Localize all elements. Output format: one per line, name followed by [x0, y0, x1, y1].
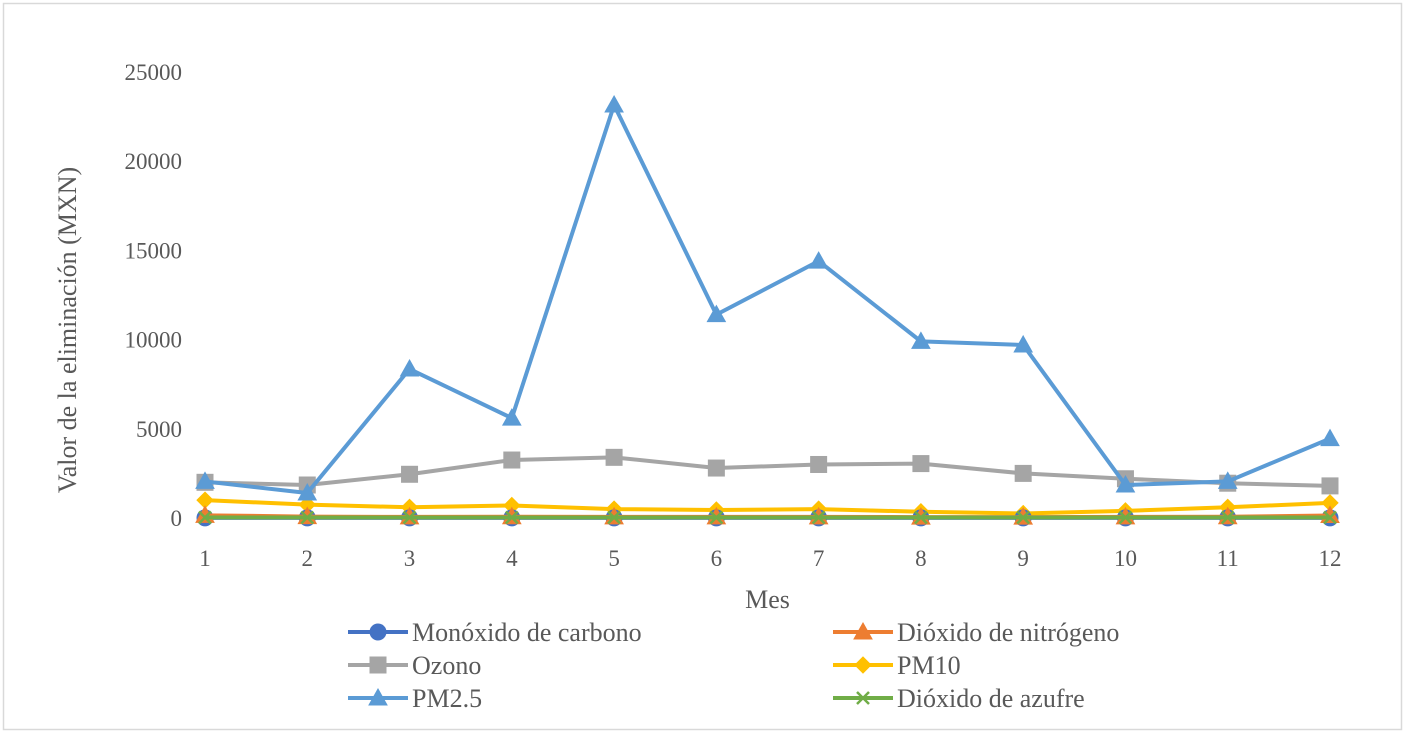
- data-point-pm2-5: [706, 304, 727, 323]
- data-point-dioxido-de-azufre: [402, 510, 417, 525]
- x-tick-label: 5: [608, 546, 620, 571]
- x-tick-label: 12: [1319, 546, 1342, 571]
- legend-item-monoxido-de-carbono: Monóxido de carbono: [348, 618, 642, 647]
- legend-item-dioxido-de-nitrogeno: Dióxido de nitrógeno: [833, 618, 1119, 647]
- legend-item-pm2-5: PM2.5: [348, 684, 482, 713]
- data-point-pm2-5: [808, 251, 829, 269]
- data-point-ozono: [912, 455, 930, 473]
- data-point-pm2-5: [501, 408, 522, 426]
- data-point-dioxido-de-azufre: [1016, 510, 1031, 525]
- data-point-dioxido-de-azufre: [811, 510, 826, 525]
- y-tick-label: 25000: [125, 60, 183, 85]
- x-tick-label: 7: [813, 546, 825, 571]
- series-pm2-5: [195, 94, 1340, 501]
- legend-label: PM10: [897, 651, 961, 680]
- data-point-pm2-5: [1320, 428, 1340, 447]
- y-tick-label: 5000: [136, 417, 182, 442]
- x-tick-label: 2: [302, 546, 314, 571]
- series-line-pm2-5: [204, 103, 1331, 496]
- legend-label: Monóxido de carbono: [412, 618, 642, 647]
- data-point-pm2-5: [911, 331, 931, 349]
- series-line-ozono: [204, 455, 1331, 488]
- data-point-ozono: [605, 448, 623, 466]
- data-point-dioxido-de-azufre: [607, 510, 621, 525]
- data-point-dioxido-de-azufre: [1323, 510, 1337, 525]
- y-axis-ticks: 0 5000 10000 15000 20000 25000: [125, 60, 183, 531]
- data-point-pm2-5: [1217, 471, 1238, 489]
- data-point-ozono: [707, 459, 725, 477]
- data-point-pm2-5: [297, 483, 318, 501]
- legend-label: Dióxido de nitrógeno: [897, 618, 1119, 647]
- data-point-pm2-5: [1115, 474, 1136, 493]
- x-tick-label: 9: [1017, 546, 1029, 571]
- legend-label: Ozono: [412, 651, 481, 680]
- legend-item-pm10: PM10: [833, 651, 961, 680]
- x-tick-label: 4: [506, 546, 518, 571]
- y-tick-label: 20000: [125, 149, 183, 174]
- data-point-pm2-5: [399, 359, 420, 377]
- y-tick-label: 0: [171, 506, 183, 531]
- legend-swatch-marker: [368, 687, 388, 706]
- y-axis-title: Valor de la eliminación (MXN): [53, 167, 82, 493]
- data-point-dioxido-de-azufre: [1118, 510, 1133, 525]
- data-point-dioxido-de-azufre: [198, 510, 212, 525]
- x-axis-title: Mes: [745, 585, 790, 614]
- x-tick-label: 11: [1217, 546, 1239, 571]
- legend-label: Dióxido de azufre: [897, 684, 1085, 713]
- data-point-ozono: [1014, 464, 1032, 482]
- series-dioxido-de-azufre: [198, 510, 1337, 525]
- legend-label: PM2.5: [412, 684, 482, 713]
- x-tick-label: 8: [915, 546, 927, 571]
- legend-swatch-marker: [853, 621, 873, 640]
- data-point-dioxido-de-azufre: [914, 510, 928, 525]
- series-line-pm10: [204, 498, 1331, 516]
- x-axis-ticks: 1 2 3 4 5 6 7 8 9 10 11 12: [199, 546, 1341, 571]
- data-point-ozono: [503, 451, 521, 469]
- data-point-ozono: [401, 465, 419, 483]
- legend: Monóxido de carbono Dióxido de nitrógeno O…: [348, 618, 1119, 713]
- x-tick-label: 10: [1114, 546, 1137, 571]
- data-point-dioxido-de-azufre: [1220, 510, 1235, 525]
- x-tick-label: 3: [404, 546, 416, 571]
- y-tick-label: 15000: [125, 238, 183, 263]
- data-point-dioxido-de-azufre: [300, 510, 315, 525]
- data-point-ozono: [810, 455, 828, 473]
- legend-item-ozono: Ozono: [348, 651, 481, 680]
- plot-area: [195, 94, 1340, 527]
- series-ozono: [196, 448, 1339, 495]
- legend-swatch-marker: [369, 656, 387, 674]
- data-point-pm2-5: [195, 471, 215, 489]
- data-point-pm2-5: [604, 94, 624, 113]
- y-tick-label: 10000: [125, 328, 183, 353]
- legend-item-dioxido-de-azufre: Dióxido de azufre: [833, 684, 1085, 713]
- data-point-dioxido-de-azufre: [504, 510, 519, 525]
- data-point-pm2-5: [1013, 334, 1034, 353]
- data-point-dioxido-de-azufre: [709, 510, 724, 525]
- legend-swatch-marker: [856, 691, 870, 705]
- x-tick-label: 1: [199, 546, 211, 571]
- x-tick-label: 6: [711, 546, 723, 571]
- legend-swatch-marker: [369, 623, 387, 641]
- legend-swatch-marker: [854, 656, 872, 674]
- data-point-ozono: [1321, 477, 1339, 495]
